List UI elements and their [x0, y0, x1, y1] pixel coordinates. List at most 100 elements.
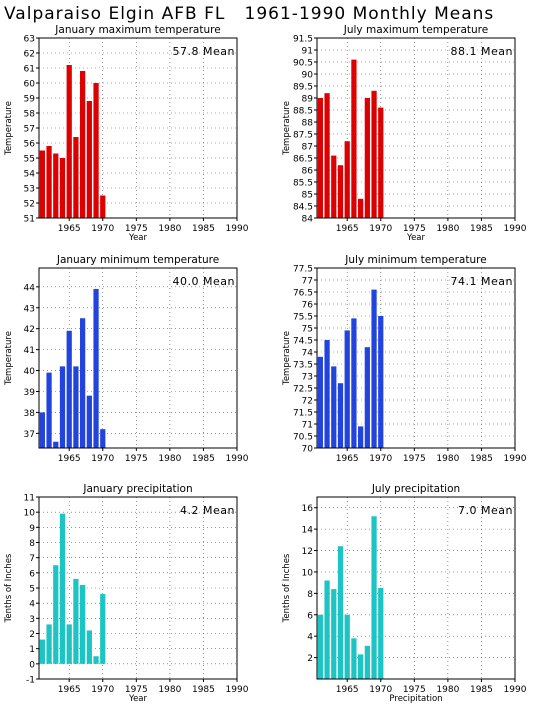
x-tick-label: 1965	[58, 454, 81, 464]
chart-title: January precipitation	[82, 483, 192, 495]
y-tick-label: 88.5	[293, 107, 313, 117]
y-tick-label: 85.5	[293, 179, 313, 189]
y-tick-label: 16	[302, 504, 314, 514]
y-tick-label: 39	[24, 388, 36, 398]
y-tick-label: 42	[24, 325, 35, 335]
bar-1970	[100, 594, 106, 664]
y-axis-label: Temperature	[282, 331, 292, 386]
x-tick-label: 1980	[158, 685, 181, 695]
mean-annotation: 7.0 Mean	[458, 504, 513, 517]
x-tick-label: 1985	[470, 454, 493, 464]
y-tick-label: 73.5	[293, 361, 313, 371]
bar-1966	[351, 59, 357, 218]
bar-1962	[46, 624, 52, 664]
bar-1961	[317, 614, 323, 679]
y-tick-label: 44	[24, 283, 36, 293]
x-tick-label: 1990	[504, 685, 527, 695]
bar-1970	[100, 195, 106, 218]
plot-frame	[316, 496, 516, 680]
y-tick-label: 4	[29, 600, 35, 610]
y-tick-label: 14	[302, 526, 314, 536]
bar-1963	[331, 366, 337, 448]
y-tick-label: 54	[24, 170, 36, 180]
bar-1965	[66, 330, 72, 448]
bar-1967	[80, 584, 86, 664]
y-tick-label: 12	[302, 547, 313, 557]
y-tick-label: 10	[24, 509, 36, 519]
x-tick-label: 1980	[158, 224, 181, 234]
x-tick-label: 1970	[91, 224, 114, 234]
y-tick-label: 57	[24, 125, 35, 135]
bar-1965	[344, 614, 350, 679]
y-tick-label: 84	[302, 215, 314, 225]
bar-1961	[317, 98, 323, 218]
bar-1964	[59, 158, 66, 218]
bar-1964	[337, 546, 344, 679]
bar-1970	[378, 588, 384, 679]
bar-1967	[80, 71, 86, 218]
x-tick-label: 1985	[470, 224, 493, 234]
chart-title: January maximum temperature	[54, 24, 220, 36]
x-tick-label: 1970	[91, 685, 114, 695]
y-tick-label: 73	[302, 373, 313, 383]
bar-1970	[378, 107, 384, 218]
y-tick-label: 38	[24, 409, 36, 419]
y-tick-label: 70.5	[293, 433, 313, 443]
y-tick-label: 91	[302, 47, 313, 57]
bar-1969	[371, 90, 377, 218]
x-axis-label: Year	[406, 233, 426, 243]
bar-1964	[59, 513, 66, 664]
y-tick-label: 58	[24, 110, 36, 120]
bar-1968	[364, 645, 370, 679]
x-tick-label: 1965	[336, 685, 359, 695]
y-tick-label: 5	[29, 585, 35, 595]
y-tick-label: 76	[302, 301, 314, 311]
y-tick-label: 74.5	[293, 337, 313, 347]
y-tick-label: 71.5	[293, 409, 313, 419]
bar-1966	[73, 137, 79, 218]
x-tick-label: 1975	[125, 224, 148, 234]
x-tick-label: 1990	[504, 224, 527, 234]
y-tick-label: 40	[24, 367, 36, 377]
bar-1970	[378, 316, 384, 448]
bar-1967	[358, 654, 364, 679]
y-tick-label: 3	[29, 615, 35, 625]
chart-panel-6: 2 4 6 8 10 12 14 16 1965 1970 1975 1980 1985 1990 July…	[282, 483, 527, 704]
y-tick-label: 60	[24, 80, 36, 90]
mean-annotation: 40.0 Mean	[173, 275, 235, 288]
figure-title: Valparaiso Elgin AFB FL 1961-1990 Monthl…	[4, 4, 495, 24]
y-tick-label: 11	[24, 494, 35, 504]
bar-1962	[324, 93, 330, 218]
bar-1963	[331, 589, 337, 679]
x-tick-label: 1990	[504, 454, 527, 464]
chart-title: July precipitation	[371, 483, 460, 495]
bar-1966	[73, 366, 79, 448]
bar-1963	[331, 155, 337, 218]
x-tick-label: 1975	[125, 685, 148, 695]
x-tick-label: 1965	[336, 224, 359, 234]
y-tick-label: 37	[24, 430, 35, 440]
y-axis-label: Temperature	[4, 101, 14, 156]
x-tick-label: 1970	[91, 454, 114, 464]
y-tick-label: 53	[24, 185, 35, 195]
bar-1965	[344, 141, 350, 218]
chart-title: July maximum temperature	[343, 24, 488, 36]
bar-1964	[337, 165, 344, 218]
y-tick-label: 72	[302, 397, 313, 407]
y-tick-label: 52	[24, 200, 35, 210]
bar-1968	[86, 101, 92, 218]
y-tick-label: 86	[302, 167, 314, 177]
bar-1961	[39, 639, 45, 664]
bar-1965	[344, 330, 350, 448]
y-tick-label: 1	[29, 645, 35, 655]
x-tick-label: 1985	[470, 685, 493, 695]
bar-1961	[39, 150, 45, 218]
bar-1966	[351, 638, 357, 679]
y-tick-label: 61	[24, 65, 35, 75]
bar-1968	[86, 630, 92, 664]
bar-1963	[53, 441, 59, 448]
bar-1969	[93, 288, 99, 448]
x-tick-label: 1990	[226, 224, 249, 234]
y-tick-label: 90	[302, 71, 314, 81]
